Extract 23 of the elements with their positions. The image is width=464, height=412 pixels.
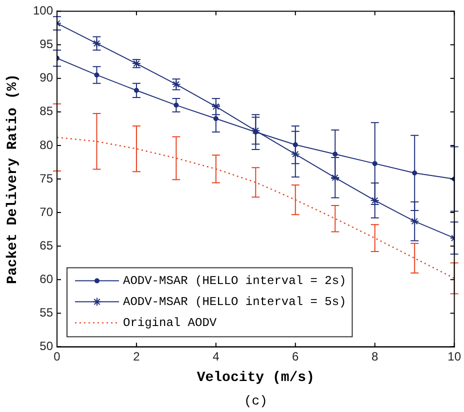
- y-tick-label: 55: [40, 306, 54, 320]
- text: (c): [244, 393, 268, 408]
- y-tick-label: 50: [40, 339, 54, 354]
- x-tick-label: 10: [448, 349, 462, 364]
- x-tick-label: 4: [212, 349, 220, 364]
- legend-label: AODV-MSAR (HELLO interval = 2s): [123, 274, 346, 288]
- y-tick-label: 85: [40, 104, 54, 118]
- y-tick-label: 65: [40, 238, 54, 252]
- x-tick-label: 8: [372, 349, 379, 364]
- y-tick-label: 75: [40, 171, 54, 186]
- x-axis-title: Velocity (m/s): [196, 370, 314, 386]
- y-axis-title: Packet Delivery Ratio (%): [4, 74, 21, 284]
- x-tick-label: 2: [133, 349, 140, 364]
- y-tick-label: 95: [40, 37, 54, 52]
- x-tick-label: 6: [292, 349, 300, 364]
- x-tick-label: 0: [54, 349, 61, 364]
- y-tick-label: 100: [32, 4, 54, 18]
- legend-label: Original AODV: [123, 316, 218, 330]
- y-tick-label: 60: [40, 272, 54, 286]
- legend-label: AODV-MSAR (HELLO interval = 5s): [123, 294, 346, 309]
- y-tick-label: 90: [40, 70, 54, 85]
- y-tick-label: 80: [40, 138, 54, 152]
- y-tick-label: 70: [40, 204, 54, 219]
